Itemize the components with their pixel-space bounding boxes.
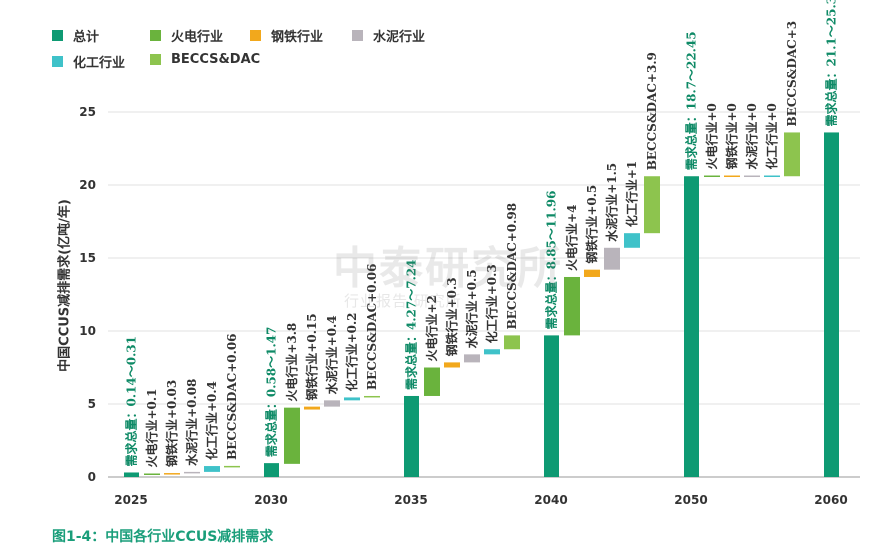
x-tick-label: 2050 [674, 493, 707, 507]
bar-2040-total [544, 335, 559, 477]
x-tick-label: 2060 [814, 493, 847, 507]
legend-item-steel: 钢铁行业 [250, 26, 323, 45]
bar-label-2030-total: 需求总量：0.58～1.47 [264, 327, 279, 457]
bar-label-2040-beccs: BECCS&DAC+3.9 [645, 52, 659, 170]
bar-2025-steel [164, 473, 180, 475]
bar-label-2025-chem: 化工行业+0.4 [204, 381, 219, 460]
legend-swatch-chem [52, 56, 63, 67]
bar-2040-steel [584, 269, 600, 277]
bar-label-2050-cement: 水泥行业+0 [744, 103, 759, 169]
bar-2050-steel [724, 175, 740, 178]
bar-2025-power [144, 473, 160, 475]
bar-2025-total [124, 472, 139, 477]
bar-2025-cement [184, 471, 200, 474]
bar-2040-beccs [644, 176, 660, 234]
y-tick-label: 20 [79, 178, 96, 192]
bar-label-2040-cement: 水泥行业+1.5 [604, 163, 619, 242]
bar-2050-chem [764, 175, 780, 178]
y-tick-label: 15 [79, 251, 96, 265]
bar-2030-total [264, 463, 279, 477]
x-tick-label: 2030 [254, 493, 287, 507]
bar-label-2030-power: 火电行业+3.8 [284, 323, 299, 402]
bar-2035-cement [464, 354, 480, 363]
bar-2035-power [424, 367, 440, 396]
bar-label-2025-beccs: BECCS&DAC+0.06 [225, 333, 239, 459]
bar-label-2050-power: 火电行业+0 [704, 103, 719, 169]
bar-label-2040-chem: 化工行业+1 [624, 161, 639, 227]
legend-label-power: 火电行业 [171, 30, 224, 45]
bar-2025-beccs [224, 465, 240, 468]
y-tick-label: 10 [79, 324, 96, 338]
bar-2060-total [824, 132, 839, 477]
bar-2035-total [404, 395, 419, 477]
legend-swatch-total [52, 30, 63, 41]
bar-label-2050-steel: 钢铁行业+0 [724, 103, 739, 169]
bar-2035-beccs [504, 335, 520, 350]
bar-label-2060-total: 需求总量：21.1～25.3 [824, 0, 839, 126]
y-tick-label: 5 [88, 397, 96, 411]
legend-label-total: 总计 [73, 30, 100, 45]
bar-2040-cement [604, 247, 620, 270]
bar-2040-power [564, 276, 580, 336]
bar-2035-chem [484, 349, 500, 355]
bar-label-2035-steel: 钢铁行业+0.3 [444, 277, 459, 356]
bar-2050-power [704, 175, 720, 178]
bar-label-2035-power: 火电行业+2 [424, 295, 439, 361]
x-tick-label: 2025 [114, 493, 147, 507]
legend-swatch-beccs [150, 54, 161, 65]
bar-2030-chem [344, 397, 360, 401]
bar-label-2030-chem: 化工行业+0.2 [344, 312, 359, 391]
bar-label-2050-total: 需求总量：18.7～22.45 [684, 31, 699, 170]
legend-swatch-cement [352, 30, 363, 41]
x-tick-label: 2040 [534, 493, 567, 507]
bar-label-2040-power: 火电行业+4 [564, 205, 579, 271]
legend-item-power: 火电行业 [150, 26, 223, 45]
watermark-sub: 行业报告 研究所 [344, 292, 462, 310]
bar-2030-cement [324, 400, 340, 407]
bar-2050-total [684, 176, 699, 478]
bar-2025-chem [204, 466, 220, 472]
legend-item-cement: 水泥行业 [352, 26, 425, 45]
watermark: 中泰研究所 [333, 243, 563, 294]
bar-label-2025-total: 需求总量：0.14～0.31 [124, 336, 139, 466]
bar-2030-beccs [364, 395, 380, 398]
y-tick-label: 0 [88, 470, 96, 484]
bar-2040-chem [624, 233, 640, 248]
bar-label-2035-beccs: BECCS&DAC+0.98 [505, 203, 519, 329]
bar-label-2035-cement: 水泥行业+0.5 [464, 269, 479, 348]
bar-label-2025-power: 火电行业+0.1 [144, 389, 159, 468]
bar-label-2050-beccs: BECCS&DAC+3 [785, 21, 799, 127]
bar-label-2035-total: 需求总量：4.27～7.24 [404, 260, 419, 390]
legend-swatch-steel [250, 30, 261, 41]
legend-item-beccs: BECCS&DAC [150, 52, 260, 67]
legend-item-total: 总计 [52, 26, 99, 45]
bar-2030-steel [304, 406, 320, 410]
bar-2050-beccs [784, 132, 800, 177]
bar-label-2050-chem: 化工行业+0 [764, 103, 779, 169]
bar-label-2025-cement: 水泥行业+0.08 [184, 379, 199, 466]
legend-swatch-power [150, 30, 161, 41]
bar-label-2030-cement: 水泥行业+0.4 [324, 315, 339, 394]
y-tick-label: 25 [79, 105, 96, 119]
bar-label-2040-steel: 钢铁行业+0.5 [584, 185, 599, 264]
legend-label-cement: 水泥行业 [373, 30, 426, 45]
legend-label-beccs: BECCS&DAC [171, 52, 261, 67]
x-tick-label: 2035 [394, 493, 427, 507]
bar-label-2030-steel: 钢铁行业+0.15 [304, 313, 319, 400]
bar-label-2035-chem: 化工行业+0.3 [484, 264, 499, 343]
bar-label-2040-total: 需求总量：8.85～11.96 [544, 191, 559, 330]
bar-label-2025-steel: 钢铁行业+0.03 [164, 380, 179, 467]
figure-caption: 图1-4：中国各行业CCUS减排需求 [52, 529, 274, 545]
legend-item-chem: 化工行业 [52, 52, 125, 71]
legend-label-steel: 钢铁行业 [271, 30, 324, 45]
bar-2030-power [284, 407, 300, 464]
bar-2035-steel [444, 362, 460, 368]
legend-label-chem: 化工行业 [73, 56, 126, 71]
bar-2050-cement [744, 175, 760, 178]
bar-label-2030-beccs: BECCS&DAC+0.06 [365, 264, 379, 390]
